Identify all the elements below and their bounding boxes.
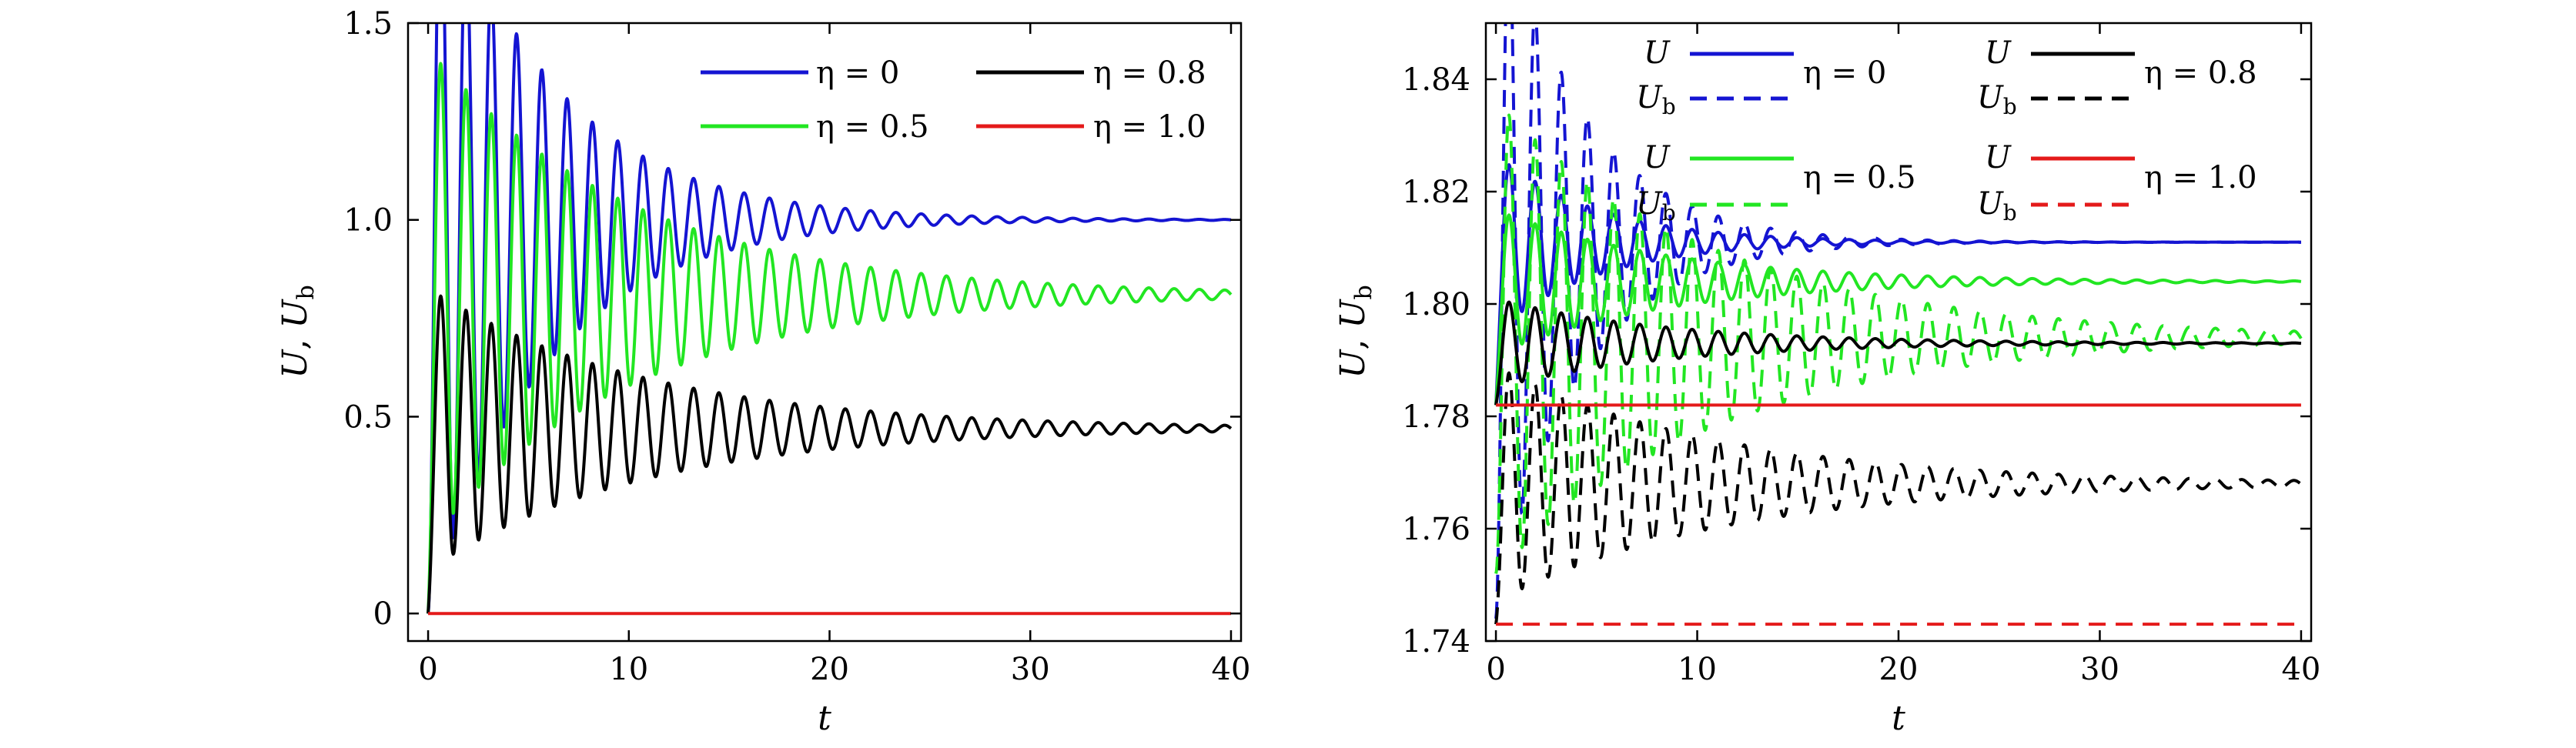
right-legend-u-eta0: U	[1644, 35, 1671, 71]
left-xtick-label: 20	[810, 652, 849, 687]
left-xtick-label: 30	[1011, 652, 1050, 687]
left-ytick-label: 1.5	[343, 6, 393, 42]
left-ytick-label: 1.0	[343, 203, 393, 239]
right-legend-label-eta0: η = 0	[1803, 55, 1886, 91]
right-ticks: 0 10 20 30 40 1.74 1.76 1.78 1.80 1.82 1.84	[1402, 23, 2320, 687]
right-x-axis-label: t	[1892, 699, 1905, 738]
left-legend-label-eta0: η = 0	[816, 55, 899, 91]
right-series-0	[1494, 163, 2303, 406]
right-plot-lines	[1494, 23, 2303, 626]
right-legend-label-eta08: η = 0.8	[2144, 55, 2257, 91]
right-series-3	[1494, 113, 2303, 574]
left-plot-frame	[406, 22, 1243, 643]
left-legend: η = 0 η = 0.8 η = 0.5 η = 1.0	[701, 55, 1206, 145]
left-legend-label-eta10: η = 1.0	[1093, 109, 1206, 145]
right-legend-ub-eta0: Ub	[1636, 80, 1676, 119]
right-series-2	[1494, 213, 2303, 406]
left-panel: 0 10 20 30 40 0 0.5 1.0 1.5 t U, Ub η = 0 η = 0.…	[276, 6, 1250, 738]
right-legend-u-eta10: U	[1985, 140, 2012, 175]
right-legend-u-eta08: U	[1985, 35, 2012, 71]
right-ytick-label: 1.84	[1402, 62, 1470, 98]
right-ytick-label: 1.74	[1402, 624, 1470, 660]
right-legend-ub-eta08: Ub	[1977, 80, 2017, 119]
left-xtick-label: 10	[609, 652, 648, 687]
right-y-axis-label: U, Ub	[1333, 285, 1377, 378]
right-ytick-label: 1.78	[1402, 399, 1470, 435]
right-ytick-label: 1.76	[1402, 512, 1470, 547]
right-series-5	[1494, 371, 2303, 625]
right-legend-u-eta05: U	[1644, 140, 1671, 175]
left-series-1	[427, 62, 1233, 614]
left-ytick-label: 0.5	[343, 399, 393, 435]
right-xtick-label: 40	[2281, 652, 2320, 687]
right-panel: 0 10 20 30 40 1.74 1.76 1.78 1.80 1.82 1.84 t U, U…	[1333, 22, 2320, 738]
right-xtick-label: 10	[1678, 652, 1717, 687]
right-xtick-label: 30	[2080, 652, 2119, 687]
right-ytick-label: 1.80	[1402, 287, 1470, 322]
right-xtick-label: 0	[1486, 652, 1505, 687]
right-legend-label-eta10: η = 1.0	[2144, 160, 2257, 195]
left-y-axis-label: U, Ub	[276, 285, 319, 378]
left-legend-label-eta05: η = 0.5	[816, 109, 929, 145]
left-xtick-label: 0	[418, 652, 437, 687]
left-xtick-label: 40	[1212, 652, 1251, 687]
left-plot-lines	[427, 23, 1233, 616]
left-ytick-label: 0	[373, 596, 393, 632]
right-series-4	[1494, 300, 2303, 406]
left-series-0	[427, 23, 1233, 614]
right-ytick-label: 1.82	[1402, 175, 1470, 210]
left-x-axis-label: t	[818, 699, 831, 738]
left-series-2	[427, 294, 1233, 614]
right-xtick-label: 20	[1879, 652, 1919, 687]
left-legend-label-eta08: η = 0.8	[1093, 55, 1206, 91]
right-legend-label-eta05: η = 0.5	[1803, 160, 1916, 195]
right-legend: U Ub η = 0 U Ub η = 0.8 U Ub η = 0.5 U U…	[1636, 35, 2257, 225]
right-legend-ub-eta05: Ub	[1636, 186, 1676, 225]
right-legend-ub-eta10: Ub	[1977, 186, 2017, 225]
left-ticks: 0 10 20 30 40 0 0.5 1.0 1.5	[343, 6, 1250, 687]
